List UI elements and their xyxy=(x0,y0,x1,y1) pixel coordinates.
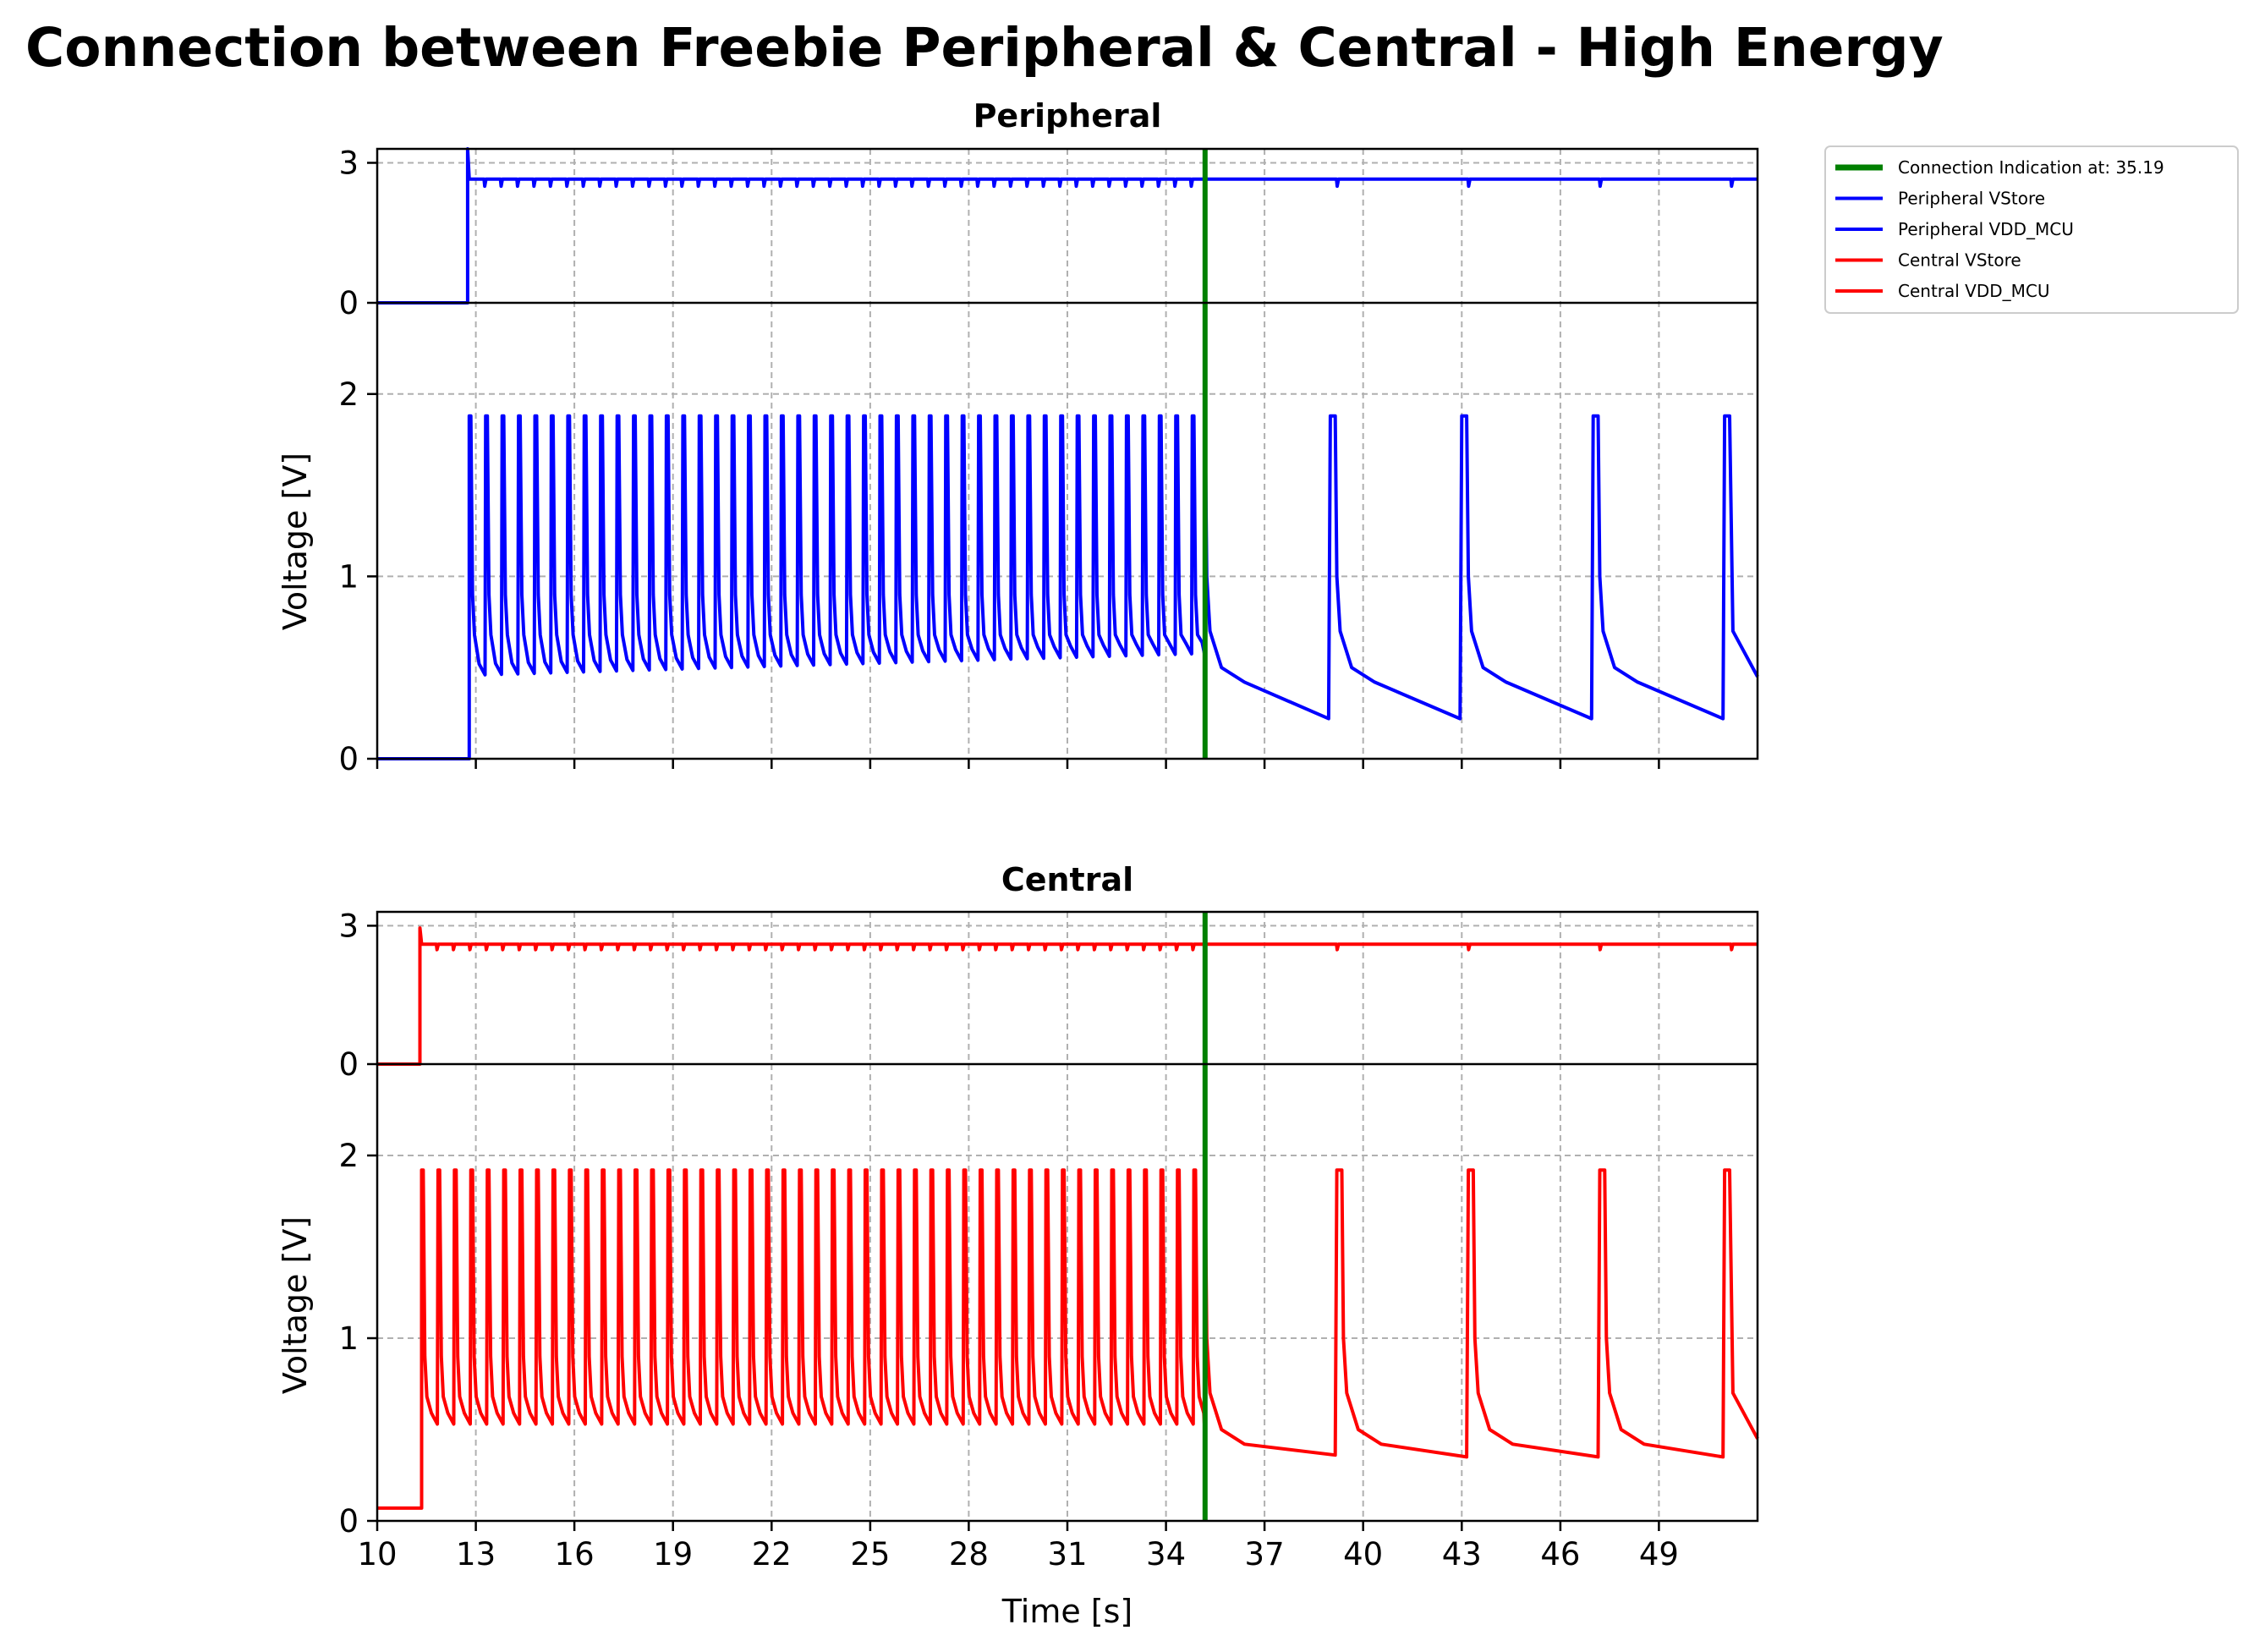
peripheral-lower-ytick-label-2: 2 xyxy=(338,376,359,413)
central-xtick-label-0: 10 xyxy=(357,1536,397,1572)
central-xtick-label-11: 43 xyxy=(1442,1536,1482,1572)
peripheral-upper-ytick-label-0: 0 xyxy=(338,285,359,321)
central-series-vdd-mcu xyxy=(377,1168,1759,1510)
legend: Connection Indication at: 35.19 Periphera… xyxy=(1824,145,2239,314)
central-xtick-label-9: 37 xyxy=(1245,1536,1285,1572)
central-xtick-label-3: 19 xyxy=(653,1536,693,1572)
legend-box xyxy=(1824,145,2239,314)
central-xtick-label-4: 22 xyxy=(752,1536,792,1572)
legend-label-4: Central VDD_MCU xyxy=(1898,281,2050,301)
central-lower-ytick-label-2: 2 xyxy=(338,1138,359,1174)
legend-label-0: Connection Indication at: 35.19 xyxy=(1898,157,2164,178)
central-lower-ytick-label-0: 0 xyxy=(338,1503,359,1539)
central-upper-ytick-label-0: 0 xyxy=(338,1046,359,1083)
central-y-axis-label: Voltage [V] xyxy=(277,1216,314,1394)
central-upper-ytick-label-1: 3 xyxy=(338,908,359,944)
peripheral-series-vstore xyxy=(377,147,1758,305)
peripheral-series-vdd-mcu xyxy=(377,414,1759,760)
central-xtick-label-7: 31 xyxy=(1047,1536,1087,1572)
peripheral-lower-ytick-label-0: 0 xyxy=(338,741,359,777)
central-xtick-label-5: 25 xyxy=(850,1536,890,1572)
legend-label-2: Peripheral VDD_MCU xyxy=(1898,219,2074,239)
central-xtick-label-13: 49 xyxy=(1639,1536,1679,1572)
central-plot: 10 13 16 19 22 25 28 31 34 37 40 43 46 49 0 3 0 1 2 xyxy=(338,908,1759,1572)
central-subplot-title: Central xyxy=(1001,861,1133,898)
legend-label-3: Central VStore xyxy=(1898,250,2021,271)
peripheral-y-axis-label: Voltage [V] xyxy=(277,453,314,630)
peripheral-upper-ytick-label-1: 3 xyxy=(338,145,359,182)
central-xtick-label-6: 28 xyxy=(949,1536,989,1572)
peripheral-subplot-title: Peripheral xyxy=(973,97,1162,134)
x-axis-label: Time [s] xyxy=(1001,1593,1133,1630)
legend-label-1: Peripheral VStore xyxy=(1898,189,2045,209)
central-xtick-label-12: 46 xyxy=(1540,1536,1580,1572)
central-xtick-label-2: 16 xyxy=(555,1536,595,1572)
peripheral-plot: 0 3 0 1 2 xyxy=(338,145,1759,777)
central-xtick-label-10: 40 xyxy=(1343,1536,1383,1572)
central-lower-ytick-label-1: 1 xyxy=(338,1320,359,1357)
central-xtick-label-8: 34 xyxy=(1146,1536,1186,1572)
figure-title: Connection between Freebie Peripheral & … xyxy=(25,17,1944,79)
central-series-vstore xyxy=(377,926,1758,1066)
peripheral-lower-ytick-label-1: 1 xyxy=(338,558,359,595)
central-xtick-label-1: 13 xyxy=(456,1536,496,1572)
